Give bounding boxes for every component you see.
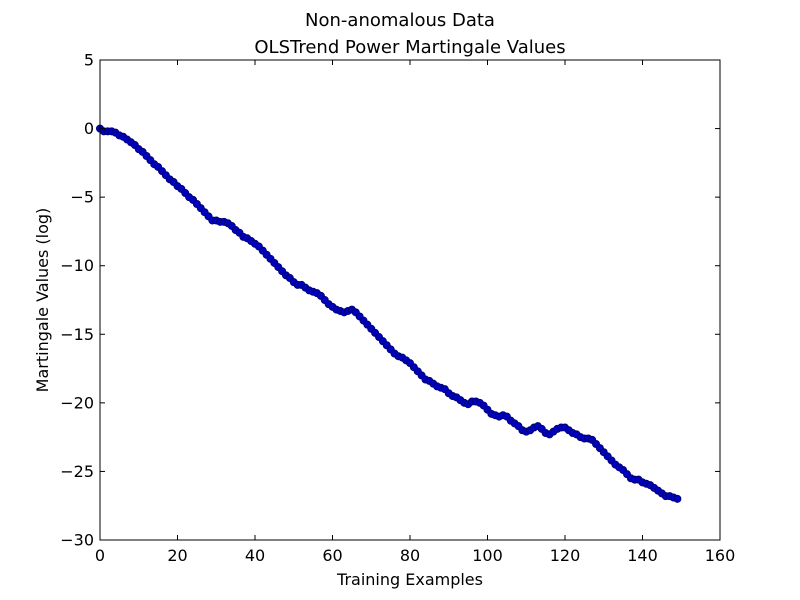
chart-title: Non-anomalous Data xyxy=(305,10,495,31)
chart-subtitle: OLSTrend Power Martingale Values xyxy=(254,37,565,58)
x-tick-label: 140 xyxy=(627,546,658,565)
x-tick-label: 160 xyxy=(705,546,736,565)
y-tick-label: −30 xyxy=(60,531,94,550)
data-points xyxy=(96,124,682,503)
x-tick-label: 20 xyxy=(167,546,187,565)
y-tick-label: 0 xyxy=(84,119,94,138)
x-axis-label: Training Examples xyxy=(336,570,483,589)
y-tick-label: −5 xyxy=(70,188,94,207)
x-tick-label: 60 xyxy=(322,546,342,565)
y-axis-label: Martingale Values (log) xyxy=(33,208,52,393)
y-tick-label: −10 xyxy=(60,256,94,275)
x-tick-label: 0 xyxy=(95,546,105,565)
x-tick-label: 120 xyxy=(550,546,581,565)
y-tick-label: −25 xyxy=(60,462,94,481)
plot-frame xyxy=(99,59,721,541)
x-tick-label: 80 xyxy=(400,546,420,565)
x-tick-label: 40 xyxy=(245,546,265,565)
y-tick-label: −20 xyxy=(60,393,94,412)
x-axis-ticks: 0 20 40 60 80 100 120 140 160 xyxy=(95,60,735,565)
y-tick-label: −15 xyxy=(60,325,94,344)
y-axis-ticks: 5 0 −5 −10 −15 −20 −25 −30 xyxy=(60,51,720,550)
x-tick-label: 100 xyxy=(472,546,503,565)
data-point xyxy=(673,494,682,503)
y-tick-label: 5 xyxy=(84,51,94,70)
